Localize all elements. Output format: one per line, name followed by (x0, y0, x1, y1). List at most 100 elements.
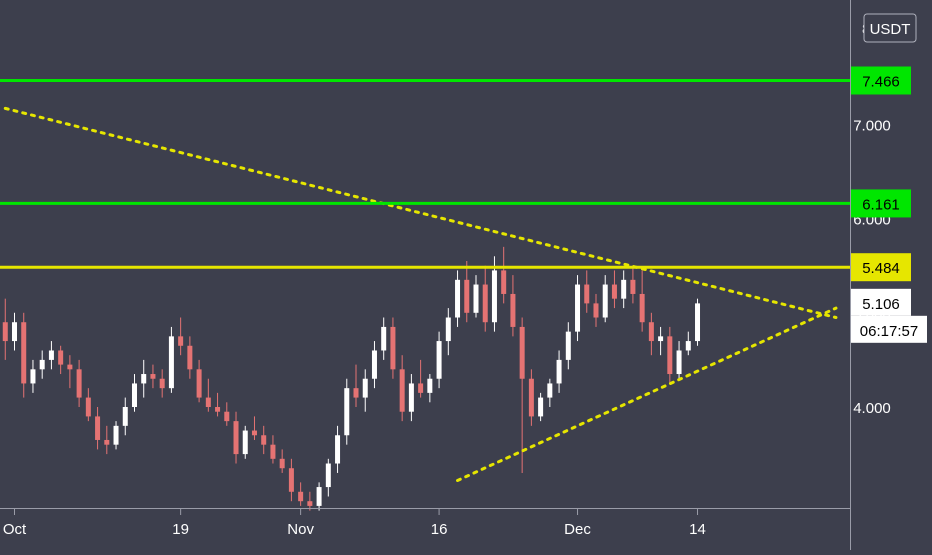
candle (418, 359, 424, 398)
candle (2, 298, 8, 360)
candle (390, 317, 396, 379)
candle (685, 331, 691, 356)
candle (538, 392, 544, 422)
candle (473, 275, 479, 318)
candle (215, 392, 221, 417)
candle (464, 260, 470, 323)
candle (630, 265, 636, 304)
candle (288, 458, 294, 502)
candle (95, 407, 101, 450)
candle (639, 270, 645, 332)
candle (307, 491, 313, 511)
candle (58, 345, 64, 375)
candle (408, 374, 414, 422)
level-price-label: 7.466 (851, 66, 911, 95)
candle (270, 435, 276, 464)
level-price-label: 5.484 (851, 253, 911, 282)
price-labels-layer: 7.466 6.161 5.484 5.106 06:17:57 (851, 66, 927, 343)
candle (510, 275, 516, 337)
candle (141, 359, 147, 398)
candle (445, 308, 451, 356)
candle (122, 397, 128, 436)
candle (298, 482, 304, 506)
candle (187, 336, 193, 379)
candle (528, 369, 534, 426)
candle (602, 275, 608, 323)
candle (39, 350, 45, 379)
candle (21, 312, 27, 398)
svg-text:5.484: 5.484 (862, 260, 900, 277)
candle (113, 421, 119, 450)
candle (159, 369, 165, 398)
candle (556, 350, 562, 393)
candle (205, 378, 211, 412)
candle (565, 322, 571, 370)
candle (584, 270, 590, 313)
candle (399, 355, 405, 422)
price-tick-label: 7.000 (853, 117, 891, 134)
candle (279, 449, 285, 473)
candle (261, 425, 267, 455)
time-tick-label: 14 (689, 521, 706, 538)
candle (667, 326, 673, 384)
candle (344, 378, 350, 445)
candle (150, 364, 156, 389)
trendline-1[interactable] (3, 106, 838, 320)
svg-text:6.161: 6.161 (862, 196, 900, 213)
candles-layer (2, 246, 701, 511)
candle (224, 402, 230, 426)
candle (242, 425, 248, 459)
candle (519, 317, 525, 473)
candle (168, 326, 174, 393)
candle (131, 374, 137, 412)
candle (491, 256, 497, 332)
candle (695, 298, 701, 346)
time-tick-label: 16 (431, 521, 448, 538)
levels-layer (0, 79, 850, 269)
candle (427, 374, 433, 403)
candle (76, 359, 82, 407)
time-tick-label: Dec (564, 521, 591, 538)
svg-text:5.106: 5.106 (862, 296, 900, 313)
candle (251, 416, 257, 440)
time-tick-label: 19 (172, 521, 189, 538)
candle (611, 270, 617, 309)
candle (353, 364, 359, 407)
candle (335, 425, 341, 473)
countdown-label: 06:17:57 (851, 315, 927, 343)
candle (67, 355, 73, 389)
candle (381, 317, 387, 360)
candle (325, 458, 331, 497)
candle (648, 312, 654, 356)
candle (593, 293, 599, 327)
candle (30, 359, 36, 393)
currency-badge[interactable]: USDT (863, 13, 917, 43)
candle (104, 425, 110, 455)
last-price-label: 5.106 (851, 288, 911, 316)
trendlines-layer (3, 106, 838, 482)
candle (85, 388, 91, 422)
candle (12, 312, 17, 351)
candle (316, 482, 322, 511)
candle (371, 341, 377, 389)
svg-text:06:17:57: 06:17:57 (860, 323, 918, 340)
candle (621, 270, 627, 309)
candle (501, 246, 507, 304)
candle (48, 341, 54, 370)
candle (676, 341, 682, 379)
currency-label: USDT (870, 21, 911, 38)
svg-text:7.466: 7.466 (862, 74, 900, 91)
time-tick-label: Oct (3, 521, 27, 538)
level-price-label: 6.161 (851, 189, 911, 218)
time-axis[interactable]: Oct 19 Nov 16 Dec 14 (3, 509, 706, 538)
trendline-2[interactable] (456, 306, 838, 482)
candle (575, 275, 581, 342)
candle (455, 270, 461, 327)
candle (482, 265, 488, 332)
price-tick-label: 4.000 (853, 400, 891, 417)
candle (436, 331, 442, 389)
candle (362, 369, 368, 412)
